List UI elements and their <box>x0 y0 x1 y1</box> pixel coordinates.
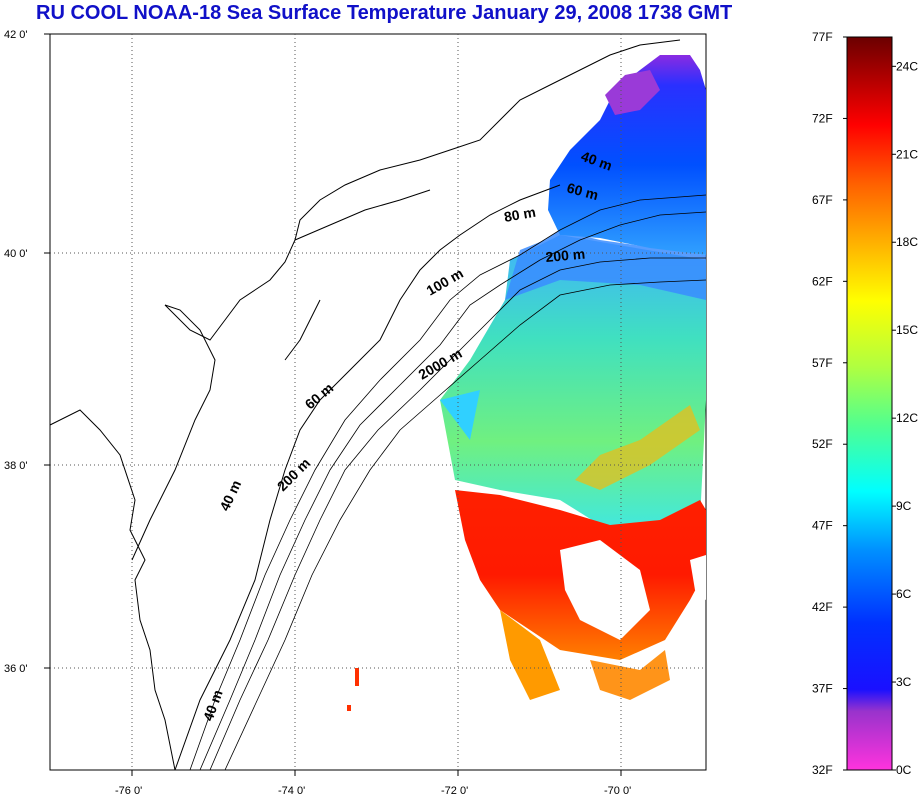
colorbar-celsius-label: 6C <box>896 587 912 601</box>
colorbar-celsius-label: 3C <box>896 675 912 689</box>
colorbar-celsius-label: 9C <box>896 499 912 513</box>
colorbar: 77F 72F 67F 62F 57F 52F 47F 42F 37F 32F 24C 21C 18C… <box>812 30 918 777</box>
colorbar-fahrenheit-label: 62F <box>812 274 833 288</box>
contour-label: 80 m <box>503 204 537 225</box>
coastline <box>49 39 681 771</box>
colorbar-fahrenheit-label: 32F <box>812 763 833 777</box>
lat-label: 36 0' <box>4 663 28 675</box>
colorbar-fahrenheit-label: 47F <box>812 519 833 533</box>
colorbar-celsius-label: 0C <box>896 763 912 777</box>
graticule <box>50 34 706 770</box>
colorbar-celsius-label: 21C <box>896 147 918 161</box>
lat-label: 42 0' <box>4 29 28 41</box>
axis-ticks <box>44 33 622 776</box>
lon-label: -72 0' <box>441 785 468 797</box>
colorbar-fahrenheit-label: 57F <box>812 356 833 370</box>
colorbar-fahrenheit-label: 67F <box>812 193 833 207</box>
lon-label: -70 0' <box>604 785 631 797</box>
colorbar-celsius-label: 15C <box>896 323 918 337</box>
colorbar-fahrenheit-label: 77F <box>812 30 833 44</box>
colorbar-gradient <box>846 36 893 771</box>
lat-label: 38 0' <box>4 460 28 472</box>
map-title: RU COOL NOAA-18 Sea Surface Temperature … <box>36 2 733 24</box>
colorbar-celsius-label: 24C <box>896 59 918 73</box>
colorbar-fahrenheit-label: 72F <box>812 111 833 125</box>
colorbar-celsius-label: 18C <box>896 235 918 249</box>
contour-label: 60 m <box>565 179 600 203</box>
lon-label: -74 0' <box>278 785 305 797</box>
colorbar-fahrenheit-label: 52F <box>812 437 833 451</box>
colorbar-fahrenheit-label: 42F <box>812 600 833 614</box>
contour-label: 200 m <box>545 246 586 265</box>
lon-label: -76 0' <box>115 785 142 797</box>
bathymetry-contours <box>189 194 707 771</box>
colorbar-fahrenheit-label: 37F <box>812 682 833 696</box>
sst-imagery <box>347 55 706 711</box>
colorbar-celsius-label: 12C <box>896 411 918 425</box>
lat-label: 40 0' <box>4 248 28 260</box>
